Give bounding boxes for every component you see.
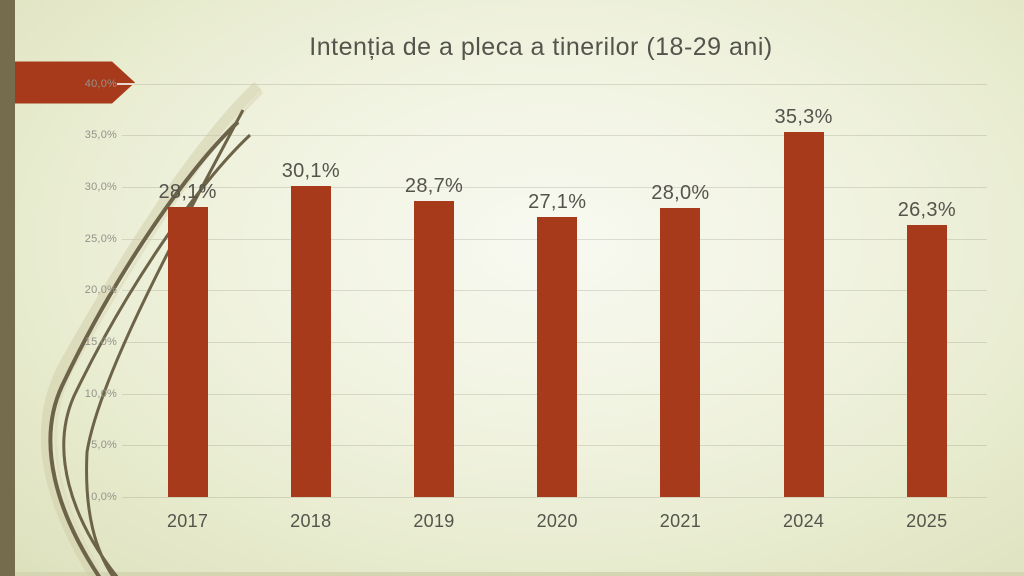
swoosh-curve-light-band	[40, 81, 262, 576]
gridline-over-arrow-dash	[117, 83, 134, 86]
bar-value-label: 28,1%	[158, 180, 217, 203]
swoosh-curve-dark-1	[48, 120, 240, 576]
bar-value-label: 30,1%	[281, 160, 340, 183]
y-axis-tick-label: 5,0%	[91, 439, 117, 452]
bottom-accent-strip	[0, 572, 1024, 576]
bar-2018	[290, 186, 331, 497]
bar-2024	[783, 132, 824, 497]
y-axis-tick-label: 35,0%	[84, 129, 117, 142]
gridline	[122, 187, 987, 189]
y-axis-tick-label: 10,0%	[84, 387, 117, 400]
swoosh-curve-dark-3	[85, 109, 245, 576]
bar-2025	[906, 225, 947, 497]
left-edge-stripe	[0, 0, 15, 576]
y-axis-tick-label: 15,0%	[84, 336, 117, 349]
y-axis-tick-label: 0,0%	[91, 491, 117, 503]
bar-value-label: 28,0%	[651, 181, 710, 204]
gridline	[122, 497, 987, 498]
bar-2017	[167, 206, 208, 497]
gridline	[122, 83, 987, 85]
x-axis-label: 2017	[166, 511, 209, 531]
bar-2019	[414, 200, 454, 497]
ribbon-arrow-icon	[0, 61, 135, 104]
bar-value-label: 26,3%	[897, 199, 956, 222]
x-axis-label: 2021	[659, 511, 702, 531]
bar-value-label: 35,3%	[774, 106, 833, 129]
x-axis-label: 2024	[782, 511, 825, 531]
x-axis-label: 2019	[413, 511, 455, 531]
x-axis-label: 2025	[906, 511, 948, 531]
bar-value-label: 28,7%	[404, 174, 464, 197]
gridline	[122, 135, 987, 137]
bar-value-label: 27,1%	[528, 191, 587, 214]
y-axis-tick-label: 30,0%	[84, 181, 117, 194]
x-axis-label: 2020	[536, 511, 578, 531]
x-axis-label: 2018	[290, 511, 332, 531]
y-axis-tick-label: 25,0%	[84, 232, 117, 245]
bar-2020	[537, 217, 578, 497]
bar-2021	[660, 207, 701, 497]
y-axis-tick-label: 40,0%	[84, 77, 117, 90]
y-axis-tick-label: 20,0%	[84, 284, 117, 297]
chart-title: Intenția de a pleca a tinerilor (18-29 a…	[309, 33, 773, 61]
